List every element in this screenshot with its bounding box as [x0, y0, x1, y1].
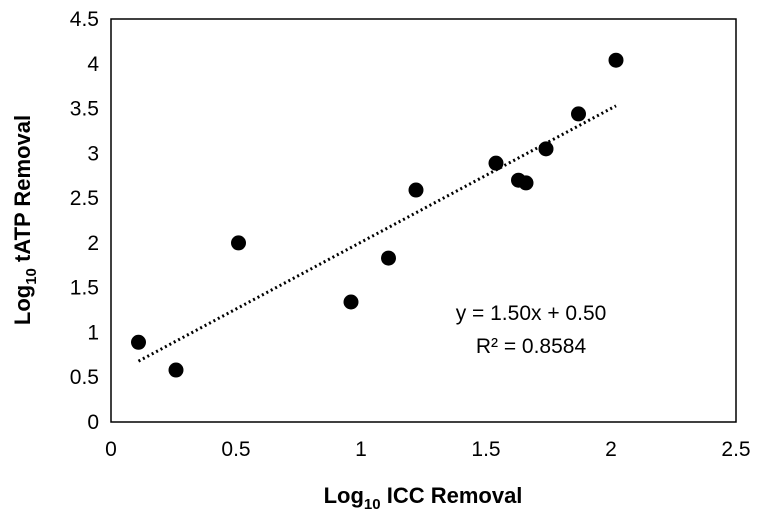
y-tick-label: 3.5 — [70, 98, 99, 121]
point — [231, 235, 246, 251]
y-tick-label: 2 — [87, 232, 99, 255]
x-tick-label: 0 — [105, 438, 117, 461]
trendline — [137, 104, 617, 363]
x-axis-title: Log10 ICC Removal — [324, 483, 523, 513]
x-tick-label: 1.5 — [471, 438, 500, 461]
y-tick-label: 0 — [87, 411, 99, 434]
y-axis-title: Log10 tATP Removal — [10, 115, 40, 325]
point — [343, 294, 359, 310]
trend-r2: R² = 0.8584 — [476, 335, 587, 358]
x-tick-label: 2.5 — [721, 438, 750, 461]
y-title-sub: 10 — [23, 268, 40, 285]
point — [518, 175, 534, 191]
y-tick-label: 4.5 — [70, 8, 99, 31]
y-title-part: Log — [10, 285, 35, 325]
trend-equation: y = 1.50x + 0.50 — [456, 302, 607, 325]
point — [381, 250, 396, 266]
y-tick-label: 0.5 — [70, 366, 99, 389]
x-title-part: Log — [324, 483, 364, 508]
x-title-part: ICC Removal — [381, 483, 523, 508]
y-tick-label: 1 — [87, 321, 99, 344]
y-tick-label: 3 — [87, 142, 99, 165]
point — [168, 362, 184, 378]
point — [571, 106, 586, 122]
point — [488, 155, 504, 171]
point — [608, 52, 624, 68]
point — [538, 141, 554, 157]
y-title-part: tATP Removal — [10, 115, 35, 268]
y-tick-label: 1.5 — [70, 277, 99, 300]
x-tick-label: 2 — [605, 438, 617, 461]
plot-frame — [110, 18, 737, 423]
x-title-sub: 10 — [364, 496, 381, 513]
y-tick-label: 2.5 — [70, 187, 99, 210]
x-tick-label: 1 — [355, 438, 367, 461]
x-tick-label: 0.5 — [221, 438, 250, 461]
point — [408, 182, 424, 198]
y-tick-label: 4 — [87, 53, 99, 76]
point — [131, 334, 146, 350]
